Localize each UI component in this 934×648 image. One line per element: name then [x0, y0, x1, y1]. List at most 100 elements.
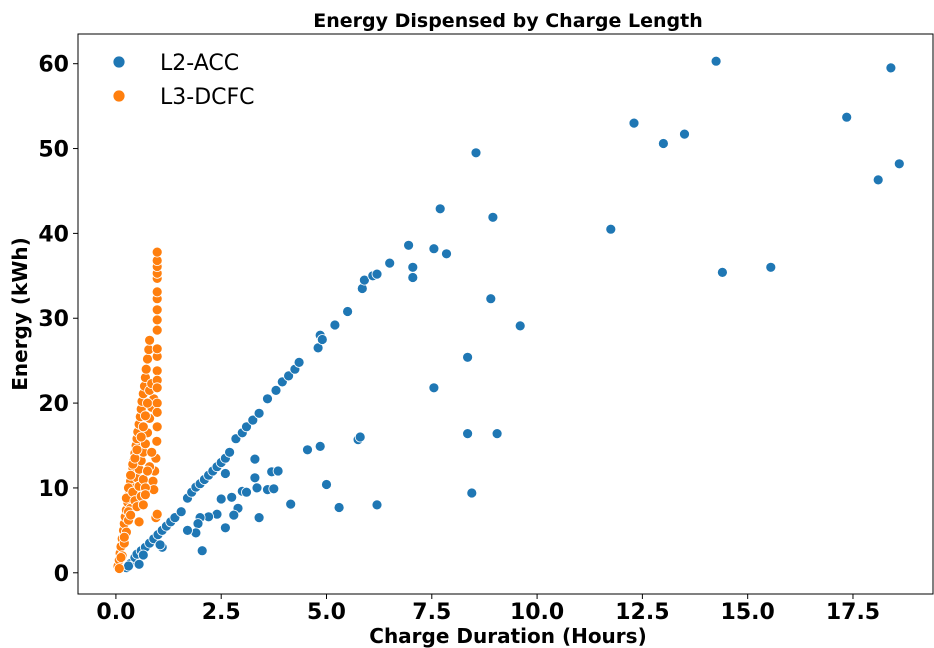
data-point	[175, 506, 187, 518]
data-point	[113, 563, 125, 574]
data-point	[118, 531, 130, 543]
data-point	[224, 446, 236, 458]
data-point	[872, 174, 884, 186]
data-point	[241, 421, 252, 433]
data-point	[196, 545, 208, 557]
data-point	[253, 407, 265, 419]
data-point	[151, 314, 163, 326]
data-point	[605, 223, 617, 235]
data-point	[407, 272, 419, 283]
data-point	[285, 498, 297, 510]
x-tick-label: 7.5	[412, 600, 451, 625]
data-point	[491, 428, 503, 440]
data-point	[140, 363, 152, 375]
data-point	[151, 435, 163, 447]
series-0	[121, 55, 905, 574]
y-tick-label: 0	[54, 562, 69, 587]
data-point	[270, 384, 282, 396]
data-point	[679, 128, 690, 140]
data-point	[251, 482, 263, 494]
data-point	[314, 440, 326, 452]
data-point	[470, 147, 482, 159]
data-point	[125, 469, 137, 481]
data-point	[487, 211, 499, 223]
x-tick-label: 2.5	[202, 600, 241, 625]
data-point	[241, 486, 252, 498]
data-point	[151, 382, 163, 394]
data-point	[133, 516, 145, 528]
data-point	[131, 444, 143, 456]
data-point	[268, 483, 280, 495]
data-point	[144, 334, 156, 346]
y-tick-label: 60	[38, 53, 69, 78]
legend-marker	[112, 89, 126, 103]
data-point	[142, 353, 153, 365]
series-1	[112, 246, 163, 574]
y-axis-ticks: 0 10 20 30 40 50 60	[38, 53, 78, 587]
x-tick-label: 17.5	[826, 600, 880, 625]
data-point	[407, 261, 419, 273]
data-point	[384, 257, 396, 269]
y-axis-label: Energy (kWh)	[8, 237, 32, 391]
data-point	[441, 248, 452, 260]
x-tick-label: 5.0	[307, 600, 346, 625]
data-point	[151, 343, 163, 355]
data-point	[717, 266, 728, 278]
data-point	[514, 320, 526, 332]
data-point	[219, 522, 231, 534]
legend: L2-ACC L3-DCFC	[112, 51, 255, 110]
data-point	[333, 502, 345, 513]
data-point	[151, 508, 163, 520]
data-point	[885, 62, 897, 74]
data-point	[219, 468, 231, 479]
x-axis-label: Charge Duration (Hours)	[369, 624, 646, 648]
data-point	[283, 370, 295, 382]
legend-label: L2-ACC	[160, 51, 239, 76]
x-tick-label: 0.0	[96, 600, 135, 625]
data-point	[151, 365, 163, 377]
y-tick-label: 10	[38, 477, 69, 502]
data-point	[462, 428, 474, 440]
data-point	[154, 539, 166, 551]
data-point	[142, 397, 153, 409]
data-point	[151, 397, 163, 409]
data-point	[135, 431, 147, 443]
data-point	[316, 334, 328, 345]
data-point	[146, 446, 158, 458]
y-tick-label: 40	[38, 222, 69, 247]
data-point	[151, 246, 163, 258]
data-point	[765, 261, 777, 273]
data-point	[354, 431, 366, 443]
data-point	[403, 239, 415, 251]
data-point	[249, 472, 261, 484]
data-point	[272, 465, 284, 477]
data-point	[125, 509, 137, 521]
data-point	[133, 558, 145, 570]
data-point	[151, 406, 163, 418]
data-point	[226, 491, 238, 503]
data-point	[151, 324, 163, 336]
x-tick-label: 10.0	[510, 600, 564, 625]
data-point	[371, 268, 383, 280]
data-point	[434, 203, 446, 215]
data-point	[293, 356, 305, 368]
data-point	[466, 487, 478, 499]
data-point	[342, 306, 354, 317]
data-point	[215, 493, 227, 505]
data-point	[142, 465, 153, 477]
data-point	[485, 293, 497, 305]
data-point	[139, 410, 151, 422]
data-point	[262, 393, 273, 405]
data-point	[137, 421, 149, 433]
legend-label: L3-DCFC	[160, 85, 255, 110]
data-point	[123, 560, 134, 572]
points-layer	[112, 55, 905, 574]
data-point	[249, 453, 261, 465]
data-point	[658, 138, 669, 149]
data-point	[462, 351, 474, 363]
data-point	[139, 489, 151, 501]
y-tick-label: 30	[38, 307, 69, 332]
data-point	[228, 509, 240, 521]
x-axis-ticks: 0.0 2.5 5.0 7.5 10.0 12.5 15.0 17.5	[96, 594, 880, 625]
